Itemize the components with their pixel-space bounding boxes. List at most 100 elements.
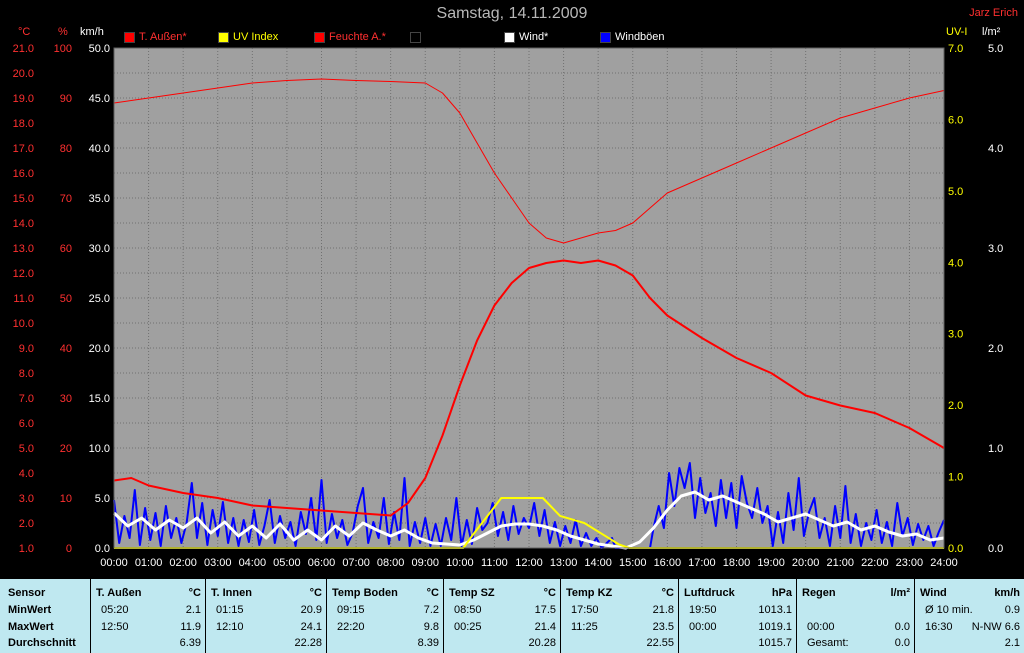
temp-tick-label: 9.0	[19, 343, 34, 355]
weather-chart: 00:00 01:00 02:00 03:00 04:00 05:00 06:00 07:00…	[12, 43, 1004, 569]
wind-tick-label: 45.0	[89, 93, 110, 105]
x-tick-label: 03:00	[204, 557, 232, 569]
wind-tick-label: 50.0	[89, 43, 110, 55]
x-tick-label: 19:00	[757, 557, 785, 569]
uv-tick-label: 4.0	[948, 257, 963, 269]
legend-swatch	[314, 31, 325, 43]
rain-tick-label: 2.0	[988, 343, 1003, 355]
humidity-tick-label: 90	[60, 93, 72, 105]
cell-value: N-NW 6.6	[971, 621, 1020, 633]
legend-item: UV Index	[218, 31, 278, 43]
x-tick-label: 20:00	[792, 557, 820, 569]
x-tick-label: 15:00	[619, 557, 647, 569]
stats-table: Sensor MinWert MaxWert Durchschnitt T. A…	[0, 579, 1024, 653]
column-header: T. Außen	[96, 587, 142, 599]
x-tick-label: 18:00	[723, 557, 751, 569]
x-tick-label: 17:00	[688, 557, 716, 569]
table-column: T. Innen °C 01:15 20.9 12:10 24.1 22.28	[205, 579, 326, 653]
unit-celsius: °C	[18, 26, 31, 38]
table-column: Temp SZ °C 08:50 17.5 00:25 21.4 20.28	[443, 579, 560, 653]
humidity-tick-label: 60	[60, 243, 72, 255]
humidity-tick-label: 30	[60, 393, 72, 405]
legend-label: Wind*	[519, 31, 549, 43]
humidity-tick-label: 10	[60, 493, 72, 505]
humidity-tick-label: 80	[60, 143, 72, 155]
temp-tick-label: 4.0	[19, 468, 34, 480]
temp-tick-label: 14.0	[13, 218, 34, 230]
chart-title: Samstag, 14.11.2009	[436, 5, 588, 22]
rain-tick-label: 0.0	[988, 543, 1003, 555]
legend-label: Regen*	[425, 31, 462, 43]
humidity-tick-label: 70	[60, 193, 72, 205]
legend-label: Feuchte A.*	[329, 31, 386, 43]
column-header: Temp Boden	[332, 587, 398, 599]
temp-tick-label: 11.0	[13, 293, 34, 305]
uv-tick-label: 3.0	[948, 329, 963, 341]
cell-value: 17.5	[534, 604, 556, 616]
x-tick-label: 04:00	[239, 557, 267, 569]
cell-time: 16:30	[925, 621, 953, 633]
legend-swatch	[410, 31, 421, 43]
column-header: Wind	[920, 587, 947, 599]
x-tick-label: 05:00	[273, 557, 301, 569]
unit-kmh: km/h	[80, 26, 104, 38]
cell-time: 08:50	[454, 604, 482, 616]
cell-time: 09:15	[337, 604, 365, 616]
x-tick-label: 01:00	[135, 557, 163, 569]
unit-rain: l/m²	[982, 26, 1001, 38]
series-line-feuchte-a	[113, 78, 945, 244]
temp-tick-label: 16.0	[13, 168, 34, 180]
cell-value: 1013.1	[758, 604, 792, 616]
wind-tick-label: 40.0	[89, 143, 110, 155]
row-label-sensor: Sensor	[8, 587, 46, 599]
x-tick-label: 22:00	[861, 557, 889, 569]
temp-tick-label: 20.0	[13, 68, 34, 80]
cell-value: 22.28	[294, 637, 322, 649]
data-series	[112, 78, 945, 550]
legend-swatch	[218, 31, 229, 43]
temp-tick-label: 21.0	[13, 43, 34, 55]
wind-tick-label: 5.0	[95, 493, 110, 505]
cell-value: 20.28	[528, 637, 556, 649]
cell-value: 21.4	[534, 621, 556, 633]
legend-swatch	[504, 31, 515, 43]
cell-value: 21.8	[652, 604, 674, 616]
x-tick-label: 24:00	[930, 557, 958, 569]
temp-tick-label: 15.0	[13, 193, 34, 205]
temp-tick-label: 8.0	[19, 368, 34, 380]
cell-value: 0.0	[894, 637, 910, 649]
x-tick-label: 06:00	[308, 557, 336, 569]
x-tick-label: 21:00	[826, 557, 854, 569]
humidity-tick-label: 40	[60, 343, 72, 355]
column-unit: °C	[309, 587, 322, 599]
legend-item: Regen*	[410, 31, 462, 43]
table-column: Temp Boden °C 09:15 7.2 22:20 9.8 8.39	[326, 579, 443, 653]
row-label-min: MinWert	[8, 604, 52, 616]
rain-tick-label: 4.0	[988, 143, 1003, 155]
table-column: Luftdruck hPa 19:50 1013.1 00:00 1019.1 1015.7	[678, 579, 796, 653]
cell-time: 00:25	[454, 621, 482, 633]
table-column: Wind km/h Ø 10 min. 0.9 16:30 N-NW 6.6 2.1	[914, 579, 1024, 653]
cell-value: 0.9	[1004, 604, 1020, 616]
cell-value: 7.2	[423, 604, 439, 616]
uv-tick-label: 1.0	[948, 472, 963, 484]
grid-lines	[114, 48, 944, 548]
cell-value: 1019.1	[758, 621, 792, 633]
column-unit: l/m²	[890, 587, 910, 599]
x-tick-label: 14:00	[584, 557, 612, 569]
rain-tick-label: 3.0	[988, 243, 1003, 255]
x-tick-label: 11:00	[481, 557, 508, 569]
temp-tick-label: 7.0	[19, 393, 34, 405]
author-label: Jarz Erich	[969, 7, 1018, 19]
legend-label: Windböen	[615, 31, 665, 43]
cell-value: 20.9	[300, 604, 322, 616]
x-tick-label: 02:00	[169, 557, 197, 569]
x-tick-label: 16:00	[654, 557, 682, 569]
legend-item: Wind*	[504, 31, 548, 43]
x-tick-label: 12:00	[515, 557, 543, 569]
temp-tick-label: 12.0	[13, 268, 34, 280]
cell-value: 0.0	[894, 621, 910, 633]
legend-label: T. Außen*	[139, 31, 187, 43]
cell-time: 00:00	[807, 621, 835, 633]
axis-ticks: 00:00 01:00 02:00 03:00 04:00 05:00 06:00 07:00…	[13, 43, 1004, 569]
